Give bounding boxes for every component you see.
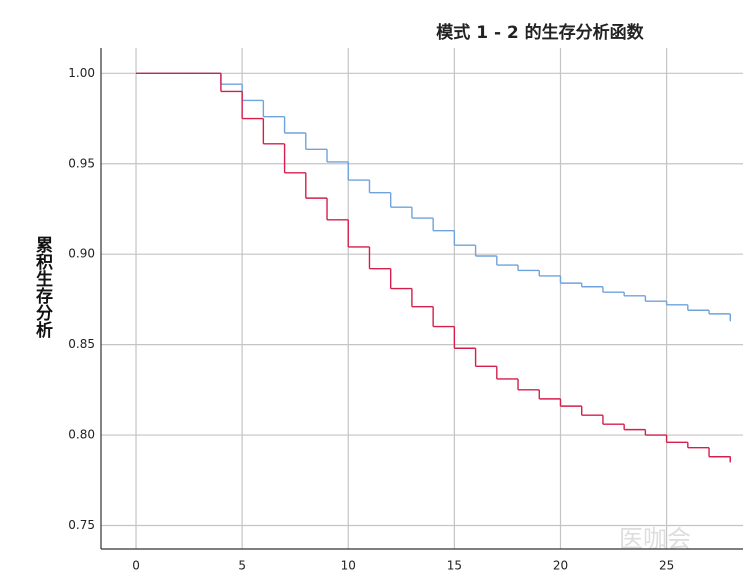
x-tick-label: 15 bbox=[447, 559, 462, 573]
y-tick-label: 1.00 bbox=[68, 66, 95, 80]
x-tick-label: 25 bbox=[659, 559, 674, 573]
y-tick-label: 0.75 bbox=[68, 518, 95, 532]
chart-title: 模式 1 - 2 的生存分析函数 bbox=[436, 22, 644, 43]
x-tick-label: 10 bbox=[341, 559, 356, 573]
y-axis-label: 累积生存分析 bbox=[32, 236, 52, 338]
x-tick-label: 5 bbox=[238, 559, 246, 573]
y-tick-label: 0.85 bbox=[68, 337, 95, 351]
y-tick-label: 0.95 bbox=[68, 156, 95, 170]
y-tick-label: 0.90 bbox=[68, 247, 95, 261]
watermark: 医咖会 bbox=[619, 525, 691, 553]
y-tick-label: 0.80 bbox=[68, 428, 95, 442]
x-tick-label: 0 bbox=[132, 559, 140, 573]
x-tick-label: 20 bbox=[553, 559, 568, 573]
